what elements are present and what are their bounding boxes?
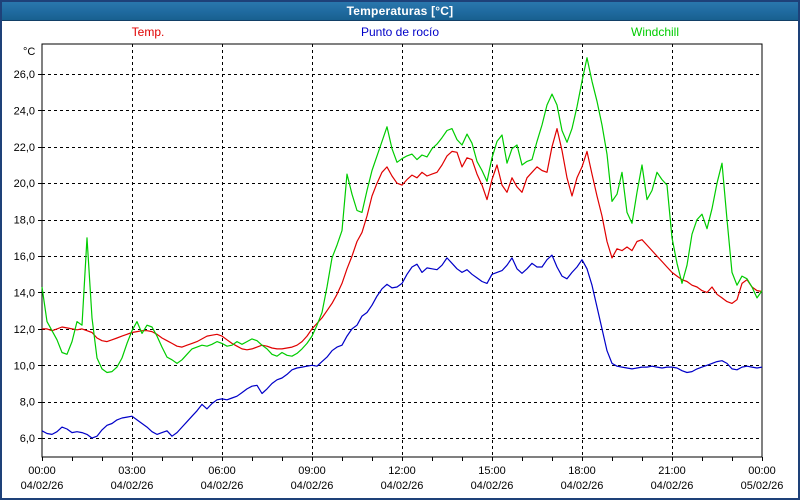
y-axis-unit-label: °C xyxy=(23,46,36,58)
grid-lines xyxy=(42,44,762,457)
x-tick-labels: 00:00 04/02/26 03:00 04/02/26 06:00 04/02/26 0… xyxy=(21,465,784,492)
series-windchill-line xyxy=(41,57,763,374)
tick-marks xyxy=(38,74,763,461)
svg-text:00:00: 00:00 xyxy=(748,465,776,477)
svg-text:04/02/26: 04/02/26 xyxy=(471,480,514,492)
svg-text:6,0: 6,0 xyxy=(20,433,35,445)
svg-text:12,0: 12,0 xyxy=(14,324,35,336)
svg-text:04/02/26: 04/02/26 xyxy=(111,480,154,492)
svg-text:04/02/26: 04/02/26 xyxy=(381,480,424,492)
legend-label-windchill: Windchill xyxy=(630,25,680,39)
svg-text:04/02/26: 04/02/26 xyxy=(201,480,244,492)
svg-text:06:00: 06:00 xyxy=(208,465,236,477)
svg-text:05/02/26: 05/02/26 xyxy=(741,480,784,492)
svg-text:04/02/26: 04/02/26 xyxy=(561,480,604,492)
svg-text:16,0: 16,0 xyxy=(14,251,35,263)
svg-text:14,0: 14,0 xyxy=(14,287,35,299)
svg-text:09:00: 09:00 xyxy=(298,465,326,477)
legend-label-dew-point: Punto de rocío xyxy=(360,25,440,39)
svg-text:24,0: 24,0 xyxy=(14,105,35,117)
svg-text:26,0: 26,0 xyxy=(14,69,35,81)
svg-text:18,0: 18,0 xyxy=(14,215,35,227)
svg-text:03:00: 03:00 xyxy=(118,465,146,477)
legend-label-temp: Temp. xyxy=(131,25,165,39)
svg-text:00:00: 00:00 xyxy=(28,465,56,477)
svg-text:12:00: 12:00 xyxy=(388,465,416,477)
window-titlebar: Temperaturas [°C] xyxy=(2,2,798,21)
svg-text:18:00: 18:00 xyxy=(568,465,596,477)
series-temp-line xyxy=(42,127,763,351)
svg-text:22,0: 22,0 xyxy=(14,142,35,154)
svg-text:10,0: 10,0 xyxy=(14,360,35,372)
y-tick-labels: 26,0 24,0 22,0 20,0 18,0 16,0 14,0 12,0 10,0 8,0 6… xyxy=(14,69,35,445)
svg-text:04/02/26: 04/02/26 xyxy=(21,480,64,492)
svg-text:04/02/26: 04/02/26 xyxy=(651,480,694,492)
chart-legend: Temp. Punto de rocío Windchill xyxy=(2,25,798,41)
window-title: Temperaturas [°C] xyxy=(346,4,454,18)
svg-text:8,0: 8,0 xyxy=(20,397,35,409)
svg-text:04/02/26: 04/02/26 xyxy=(291,480,334,492)
series-dew-point-line xyxy=(41,254,763,439)
svg-text:20,0: 20,0 xyxy=(14,178,35,190)
svg-text:21:00: 21:00 xyxy=(658,465,686,477)
svg-text:15:00: 15:00 xyxy=(478,465,506,477)
